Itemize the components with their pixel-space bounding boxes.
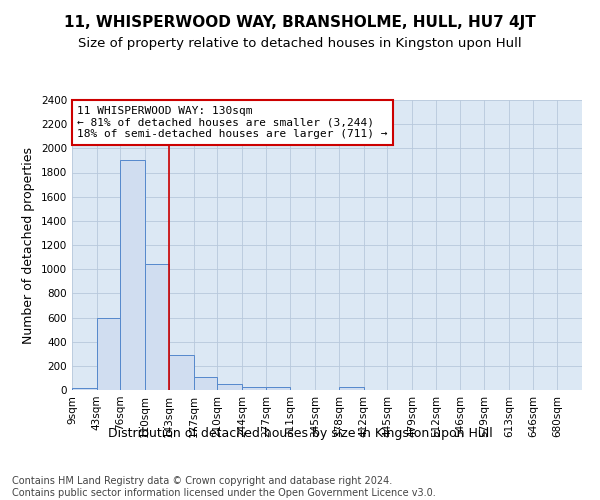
Bar — [72, 388, 97, 390]
Text: Contains HM Land Registry data © Crown copyright and database right 2024.
Contai: Contains HM Land Registry data © Crown c… — [12, 476, 436, 498]
Text: 11 WHISPERWOOD WAY: 130sqm
← 81% of detached houses are smaller (3,244)
18% of s: 11 WHISPERWOOD WAY: 130sqm ← 81% of deta… — [77, 106, 388, 139]
Bar — [145, 264, 169, 390]
Bar — [194, 376, 217, 390]
Bar — [97, 318, 121, 390]
Bar — [266, 387, 290, 390]
Bar — [217, 384, 242, 390]
Text: Distribution of detached houses by size in Kingston upon Hull: Distribution of detached houses by size … — [107, 428, 493, 440]
Bar — [339, 387, 364, 390]
Bar — [169, 355, 194, 390]
Bar — [242, 387, 266, 390]
Text: 11, WHISPERWOOD WAY, BRANSHOLME, HULL, HU7 4JT: 11, WHISPERWOOD WAY, BRANSHOLME, HULL, H… — [64, 15, 536, 30]
Text: Size of property relative to detached houses in Kingston upon Hull: Size of property relative to detached ho… — [78, 38, 522, 51]
Y-axis label: Number of detached properties: Number of detached properties — [22, 146, 35, 344]
Bar — [121, 160, 145, 390]
